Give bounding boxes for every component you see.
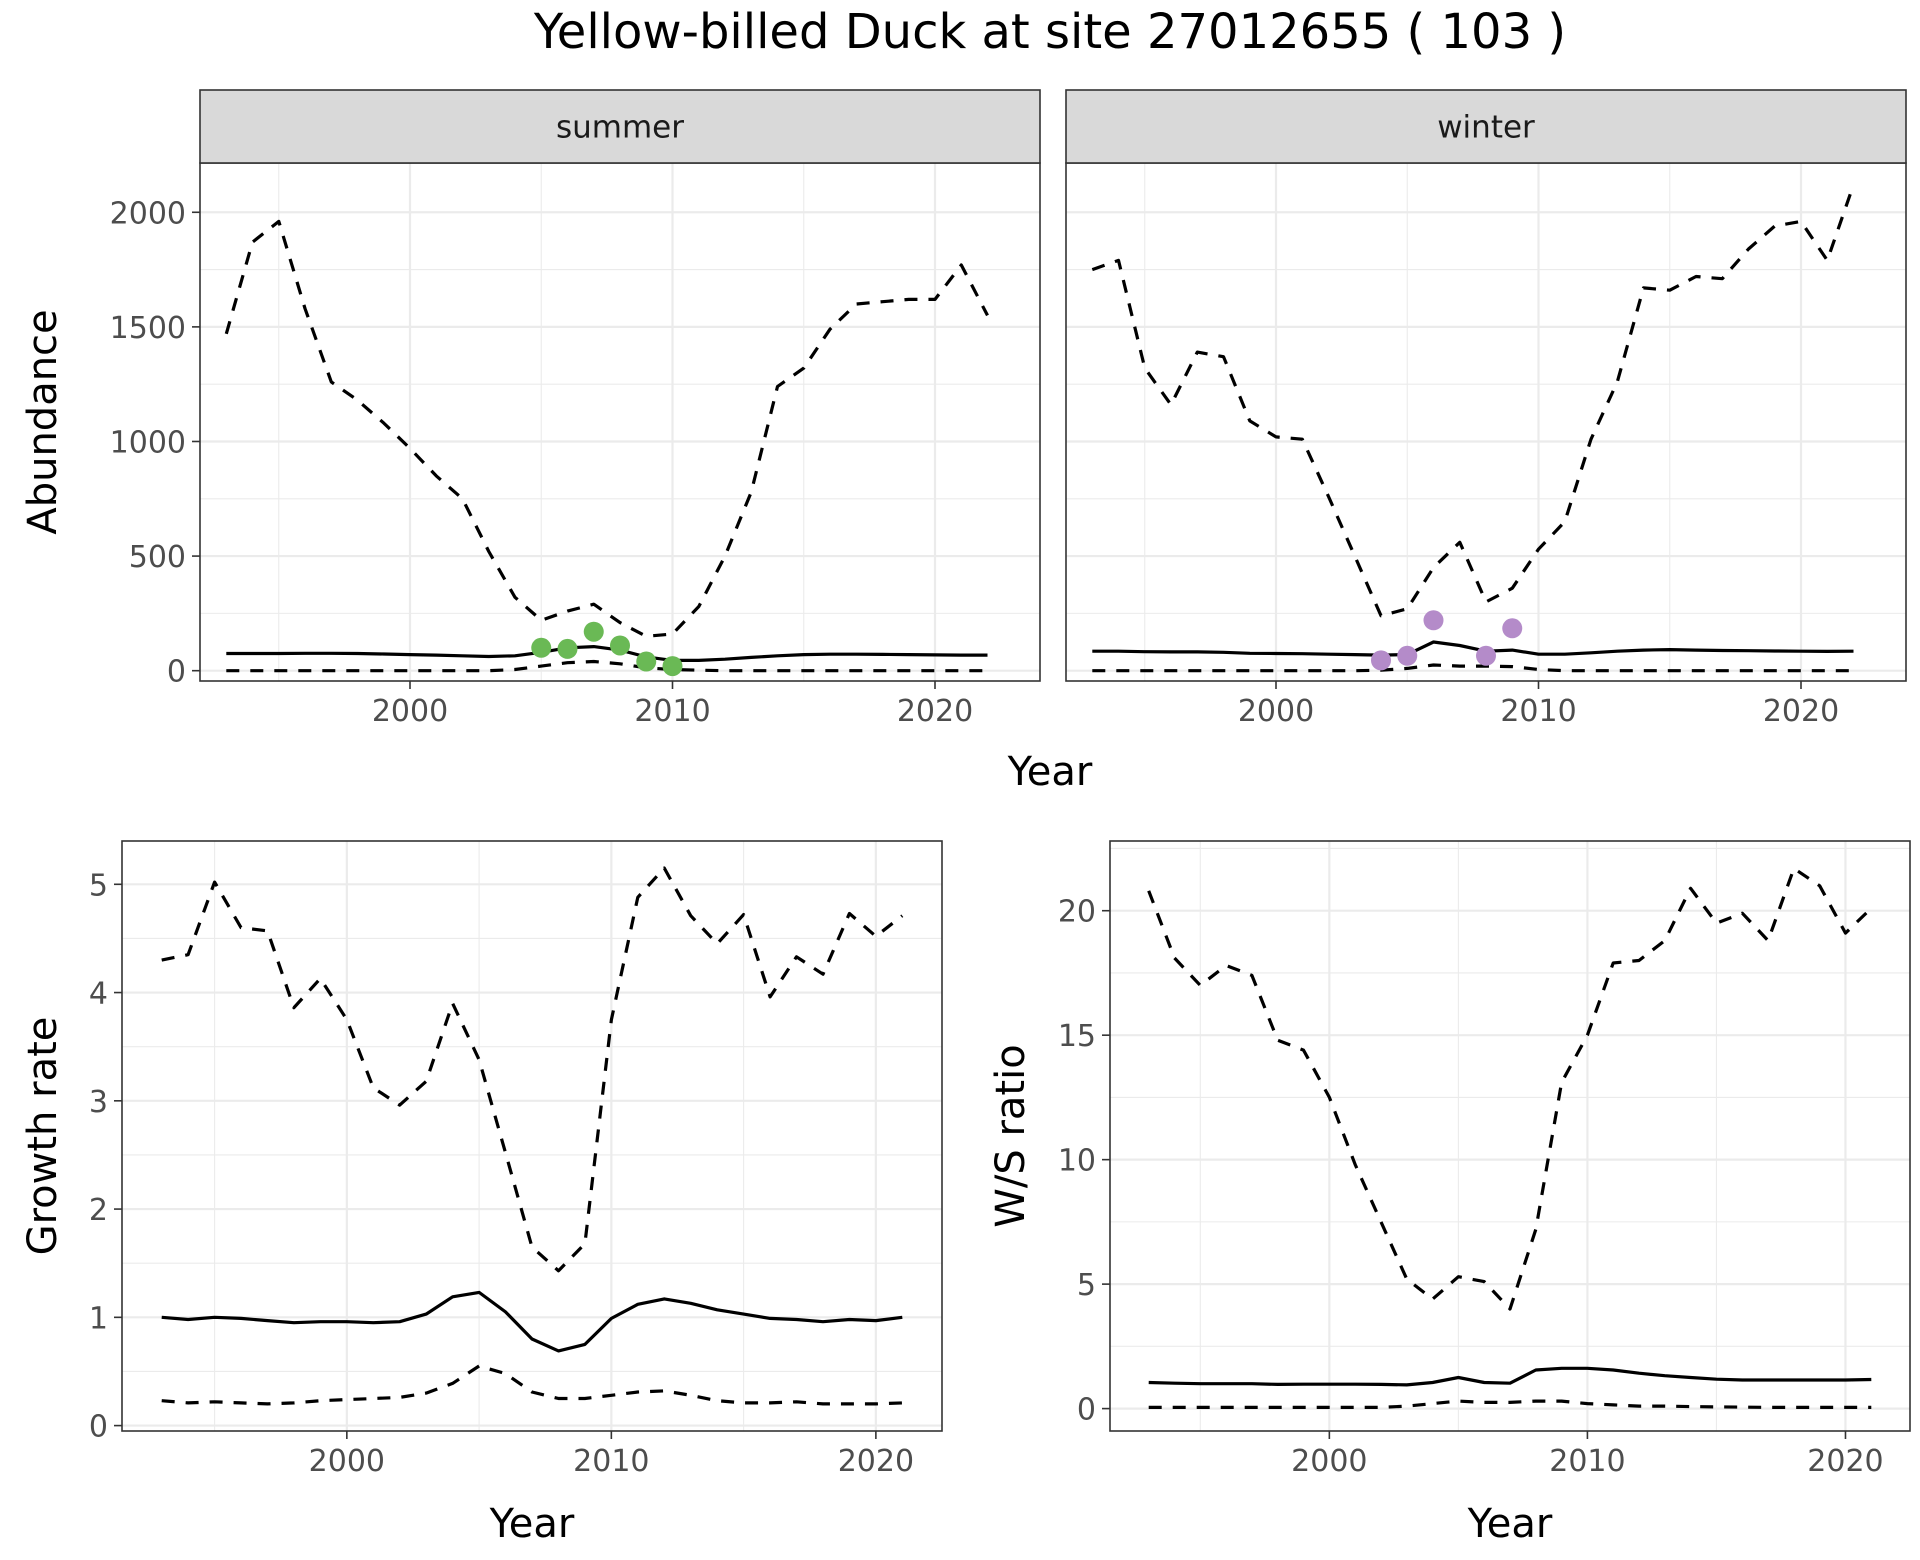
y-axis-title: Abundance (20, 309, 66, 534)
x-tick-label: 2020 (1763, 694, 1839, 729)
panel-summer: summer 2000 2010 2020 0 500 1000 1500 2000 Abunda… (20, 89, 1041, 729)
y-tick-label: 1000 (110, 425, 186, 460)
data-point (531, 637, 552, 658)
series-line-upper (1147, 866, 1873, 1311)
series-line-upper (1091, 184, 1856, 618)
facet-strip-label: summer (556, 110, 684, 146)
y-tick-label: 5 (1077, 1268, 1096, 1303)
series-line-upper (224, 219, 989, 638)
facet-strip (199, 89, 1041, 164)
data-point (1476, 645, 1496, 666)
series-line-mean (226, 644, 988, 663)
x-axis-title: Year (489, 1501, 575, 1547)
y-tick-label: 0 (167, 655, 186, 690)
series-line-lower (1092, 663, 1854, 673)
x-tick-label: 2010 (573, 1444, 649, 1479)
facet-strip-label: winter (1437, 110, 1535, 146)
x-tick-label: 2000 (1291, 1444, 1367, 1479)
y-tick-label: 2 (89, 1193, 108, 1228)
panel-winter: winter 2000 2010 2020 (1065, 89, 1907, 729)
data-point (1397, 645, 1418, 666)
x-tick-label: 2020 (1807, 1444, 1883, 1479)
y-tick-label: 0 (1077, 1393, 1096, 1428)
top-row-x-axis-title: Year (1007, 749, 1093, 795)
y-tick-label: 3 (89, 1085, 108, 1120)
y-tick-label: 1 (89, 1301, 108, 1336)
y-tick-label: 0 (89, 1410, 108, 1445)
x-tick-label: 2000 (372, 694, 448, 729)
y-axis-title: W/S ratio (988, 1044, 1034, 1227)
data-point (557, 638, 578, 659)
series-line-mean (1148, 1366, 1872, 1387)
x-tick-label: 2010 (1549, 1444, 1625, 1479)
data-point (610, 635, 630, 656)
data-point (1502, 618, 1523, 639)
plot-background (122, 841, 942, 1431)
x-axis-title: Year (1467, 1501, 1553, 1547)
y-tick-label: 2000 (110, 196, 186, 231)
plot-background (1110, 841, 1910, 1431)
series-line-lower (226, 659, 988, 673)
panel-border (1109, 840, 1911, 1432)
x-tick-label: 2010 (634, 694, 710, 729)
series-line-mean (161, 1290, 903, 1353)
y-tick-label: 4 (89, 977, 108, 1012)
y-tick-label: 15 (1058, 1019, 1096, 1054)
plot-background (1066, 163, 1906, 681)
series-line-lower (1148, 1399, 1872, 1410)
facet-strip (1065, 89, 1907, 164)
x-tick-label: 2000 (309, 1444, 385, 1479)
data-point (583, 621, 604, 642)
y-tick-label: 500 (129, 540, 186, 575)
panel-growth: 2000 2010 2020 0 1 2 3 4 5 Growth rate Year (20, 840, 943, 1547)
panel-border (121, 840, 943, 1432)
data-point (1371, 650, 1391, 671)
y-tick-label: 20 (1058, 895, 1096, 930)
series-line-mean (1092, 640, 1854, 657)
data-point (662, 656, 683, 677)
data-point (1423, 610, 1444, 631)
series-line-lower (161, 1364, 903, 1406)
y-axis-title: Growth rate (20, 1017, 66, 1256)
y-tick-label: 1500 (110, 311, 186, 346)
plot-background (200, 163, 1040, 681)
x-tick-label: 2020 (897, 694, 973, 729)
x-tick-label: 2020 (838, 1444, 914, 1479)
figure-title: Yellow-billed Duck at site 27012655 ( 10… (533, 4, 1566, 60)
x-tick-label: 2010 (1500, 694, 1576, 729)
panel-ratio: 2000 2010 2020 0 5 10 15 20 W/S ratio Year (988, 840, 1911, 1547)
x-tick-label: 2000 (1238, 694, 1314, 729)
y-tick-label: 10 (1058, 1144, 1096, 1179)
data-point (636, 651, 657, 672)
y-tick-label: 5 (89, 868, 108, 903)
